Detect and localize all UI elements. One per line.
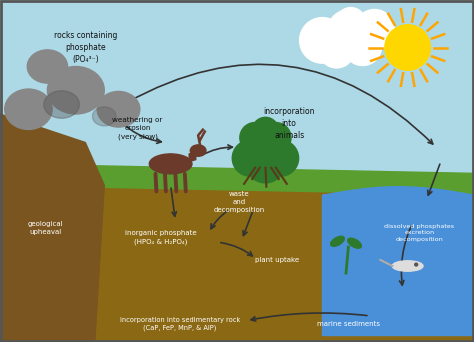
Text: rocks containing
phosphate
(PO₄³⁻): rocks containing phosphate (PO₄³⁻) (54, 31, 117, 64)
Polygon shape (0, 185, 474, 342)
Text: incorporation
into
animals: incorporation into animals (264, 107, 315, 140)
Circle shape (263, 140, 299, 176)
Text: plant uptake: plant uptake (255, 257, 300, 263)
Polygon shape (0, 114, 104, 342)
Ellipse shape (44, 91, 80, 118)
Circle shape (300, 17, 345, 63)
Ellipse shape (348, 238, 361, 248)
Circle shape (261, 122, 291, 153)
Ellipse shape (331, 236, 344, 246)
Text: inorganic phosphate
(HPO₄ & H₂PO₄): inorganic phosphate (HPO₄ & H₂PO₄) (125, 230, 197, 245)
Circle shape (415, 263, 418, 266)
Polygon shape (0, 164, 474, 195)
Ellipse shape (47, 66, 104, 114)
Circle shape (232, 140, 268, 176)
Ellipse shape (27, 50, 68, 83)
Circle shape (336, 8, 366, 38)
Circle shape (385, 25, 430, 70)
Circle shape (328, 10, 369, 52)
Text: marine sediments: marine sediments (317, 321, 380, 327)
Circle shape (344, 28, 382, 66)
Circle shape (252, 117, 279, 144)
Circle shape (355, 10, 394, 49)
Text: dissolved phosphates
excretion
decomposition: dissolved phosphates excretion decomposi… (384, 224, 455, 242)
Ellipse shape (5, 89, 52, 129)
Text: incorporation into sedimentary rock
(CaP, FeP, MnP, & AlP): incorporation into sedimentary rock (CaP… (120, 317, 240, 331)
Circle shape (243, 123, 288, 169)
Circle shape (246, 143, 285, 183)
Text: weathering or
erosion
(very slow): weathering or erosion (very slow) (112, 117, 163, 140)
Ellipse shape (190, 145, 206, 156)
Ellipse shape (92, 107, 116, 126)
Polygon shape (322, 195, 474, 335)
Circle shape (240, 122, 270, 153)
Circle shape (319, 32, 355, 68)
Ellipse shape (97, 91, 140, 127)
Ellipse shape (392, 261, 423, 271)
Text: geological
upheaval: geological upheaval (27, 221, 63, 235)
Ellipse shape (149, 154, 192, 174)
Text: waste
and
decomposition: waste and decomposition (214, 191, 265, 213)
